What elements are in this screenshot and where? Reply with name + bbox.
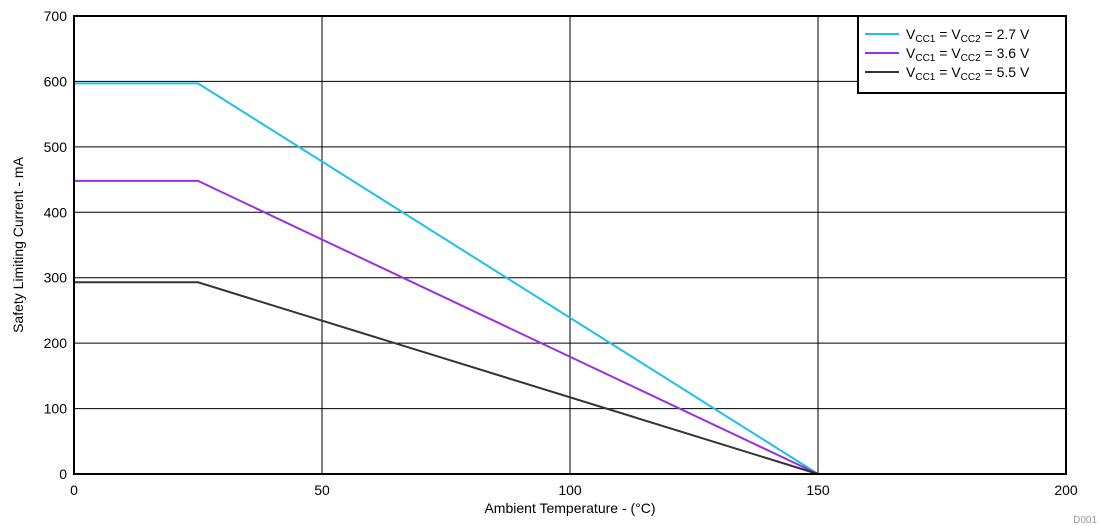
y-tick-label: 400	[44, 204, 68, 220]
figure-id: D001	[1073, 515, 1097, 526]
legend-label-3: VCC1 = VCC2 = 5.5 V	[906, 64, 1030, 83]
y-tick-label: 700	[44, 8, 68, 24]
x-axis-ticks: 0 50 100 150 200	[70, 482, 1078, 498]
x-tick-label: 50	[314, 482, 330, 498]
y-tick-label: 100	[44, 401, 68, 417]
x-axis-title: Ambient Temperature - (°C)	[484, 500, 655, 516]
series-line-1	[74, 82, 819, 475]
legend-label-1: VCC1 = VCC2 = 2.7 V	[906, 26, 1030, 45]
y-tick-label: 200	[44, 335, 68, 351]
y-axis-title: Safety Limiting Current - mA	[10, 156, 26, 332]
series-line-2	[74, 179, 819, 475]
legend-label-2: VCC1 = VCC2 = 3.6 V	[906, 45, 1030, 64]
series-line-3	[74, 281, 819, 475]
legend-box	[857, 15, 1067, 94]
x-tick-label: 200	[1054, 482, 1078, 498]
y-axis-ticks: 0 100 200 300 400 500 600 700	[44, 8, 68, 482]
x-tick-label: 100	[558, 482, 582, 498]
y-tick-label: 0	[59, 466, 67, 482]
series-layer	[74, 82, 819, 475]
y-tick-label: 500	[44, 139, 68, 155]
x-tick-label: 0	[70, 482, 78, 498]
x-tick-label: 150	[806, 482, 830, 498]
plot-frame	[73, 15, 1067, 475]
y-tick-label: 300	[44, 270, 68, 286]
y-tick-label: 600	[44, 73, 68, 89]
